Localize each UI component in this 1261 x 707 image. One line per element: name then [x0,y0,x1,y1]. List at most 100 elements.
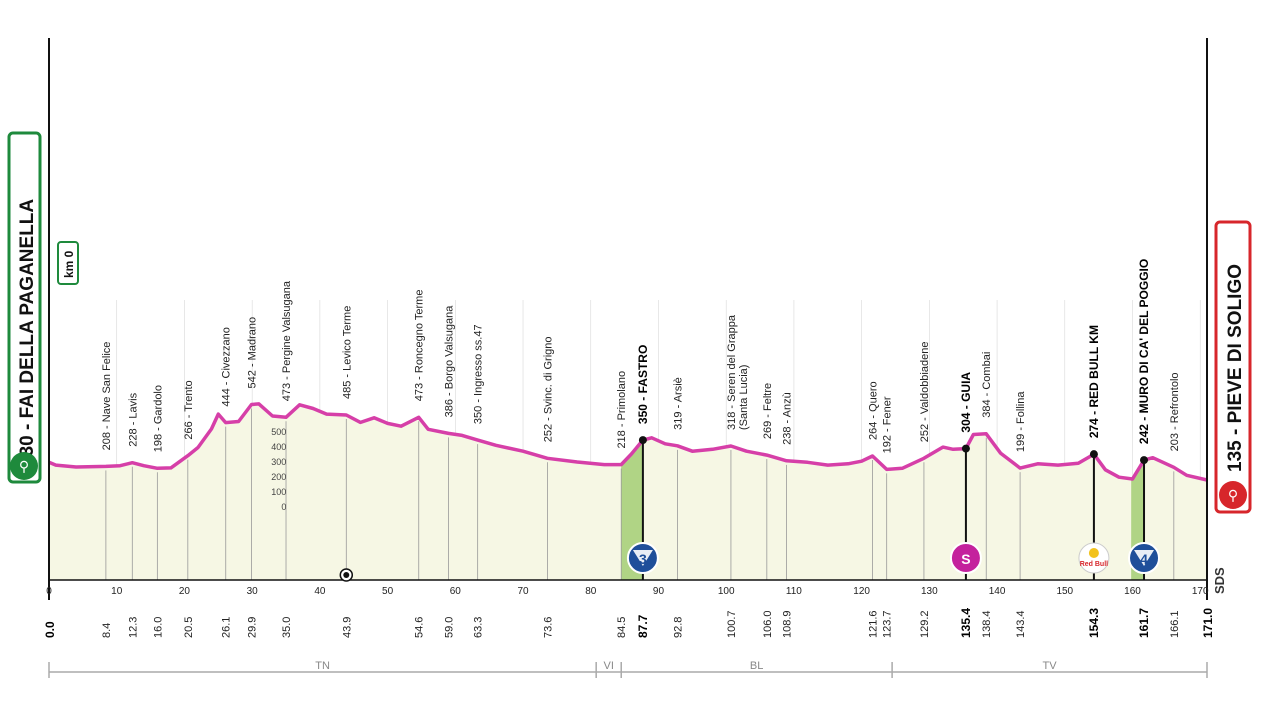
waypoint-km-label: 108.9 [781,610,793,638]
gpm-triangle [632,550,653,566]
start-badge: 230 - FAI DELLA PAGANELLA ⚲ [7,131,42,484]
waypoint-km-label: 63.3 [473,617,485,638]
waypoint-km-label: 100.7 [726,610,738,638]
waypoint-label: 198 - Gardolo [152,385,164,452]
elevation-tick-label: 100 [271,487,286,497]
waypoint-km-label: 87.7 [636,614,650,638]
sprint-marker [949,542,982,574]
finish-bike-glyph: ⚲ [1228,487,1238,503]
finish-badge-frame [1214,220,1252,514]
waypoint-label: 218 - Primolano [616,371,628,449]
waypoint-label: 203 - Refrontolo [1169,372,1181,451]
feed-zone-icon-center [343,572,350,578]
waypoint-km-label: 16.0 [152,617,164,638]
redbull-sun [1088,548,1099,558]
km0-frame [57,241,79,285]
x-tick-label: 120 [853,586,870,597]
x-tick-label: 150 [1056,586,1073,597]
waypoint-dot [961,444,970,453]
climb-markers: 3 S Red Bull 4 [339,542,1161,582]
region-label: TV [1043,660,1058,672]
region-label: TN [315,660,330,672]
x-tick-label: 0 [46,586,52,597]
waypoint-km-label: 84.5 [616,617,628,638]
waypoint-km-label: 54.6 [414,617,426,638]
x-tick-label: 90 [653,586,665,597]
start-km-label: 0.0 [43,621,57,638]
elevation-scale: 0 100 200 300 400 500 [271,427,286,512]
x-tick-label: 100 [718,586,735,597]
x-tick-label: 160 [1124,586,1141,597]
redbull-label: Red Bull [1080,561,1108,568]
waypoint-label: 238 - Anzù [781,392,793,445]
waypoint-km-label: 161.7 [1137,608,1151,638]
x-tick-label: 140 [989,586,1006,597]
x-tick-label: 80 [585,586,597,597]
waypoint-label: 350 - Ingresso ss.47 [473,324,485,424]
gpm-marker-label: 3 [639,551,647,567]
x-tick-label: 60 [450,586,462,597]
waypoint-label: 485 - Levico Terme [341,306,353,399]
waypoint-label: 264 - Quero [867,381,879,440]
elevation-tick-label: 500 [271,427,286,437]
waypoint-label: 208 - Nave San Felice [101,342,113,451]
finish-label: 135 - PIEVE DI SOLIGO [1225,264,1246,472]
waypoint-km-label: 138.4 [981,610,993,638]
waypoint-label: 473 - Pergine Valsugana [281,280,293,401]
waypoint-label: 386 - Borgo Valsugana [444,305,456,418]
waypoint-label: 228 - Lavis [127,392,139,446]
sds-logo: SDS [1212,567,1227,594]
region-bar: TN VI BL TV [48,660,1208,678]
waypoint-km-label: 73.6 [542,617,554,638]
waypoint-label: 269 - Feltre [762,383,774,439]
region-label: VI [603,660,613,672]
x-tick-label: 10 [111,586,123,597]
gpm-marker-label: 4 [1140,551,1148,567]
waypoint-km-label: 154.3 [1087,608,1101,638]
start-badge-frame [7,131,42,484]
waypoint-label: 319 - Arsiè [672,377,684,430]
waypoint-km-label: 8.4 [101,623,113,638]
finish-bike-icon [1219,481,1247,509]
start-bike-icon [10,452,38,480]
waypoint-km-label: 129.2 [919,610,931,638]
waypoint-km-label: 29.9 [246,617,258,638]
waypoint-label: 542 - Madrano [246,317,258,389]
waypoint-km-label: 121.6 [867,610,879,638]
gpm-triangle [1134,550,1155,566]
waypoint-label: 192 - Fener [882,396,894,453]
waypoint-km-label: 135.4 [959,608,973,638]
waypoint-dot [1089,450,1098,459]
waypoint-label: 318 - Seren del Grappa [726,314,738,430]
waypoint-label: 473 - Roncegno Terme [414,290,426,402]
waypoint-km-label: 59.0 [444,617,456,638]
waypoint-label-line2: (Santa Lucia) [738,365,750,430]
waypoint-label: 274 - RED BULL KM [1087,325,1101,438]
waypoint-label: 444 - Civezzano [221,327,233,407]
x-tick-label: 40 [314,586,326,597]
start-bike-glyph: ⚲ [19,458,29,474]
x-tick-label: 30 [247,586,259,597]
sprint-marker-label: S [961,551,970,567]
waypoint-km-label: 35.0 [281,617,293,638]
finish-badge: 135 - PIEVE DI SOLIGO ⚲ [1214,220,1252,514]
km0-label: km 0 [62,250,76,278]
waypoint-km-label: 166.1 [1169,610,1181,638]
x-tick-label: 20 [179,586,191,597]
waypoint-km-label: 20.5 [183,617,195,638]
elevation-line [48,402,1208,482]
elevation-tick-label: 400 [271,442,286,452]
waypoint-km-label: 123.7 [882,610,894,638]
waypoint-label: 350 - FASTRO [636,345,650,424]
waypoint-km-label: 143.4 [1015,610,1027,638]
waypoint-dot [1140,456,1149,465]
x-tick-label: 70 [517,586,529,597]
elevation-tick-label: 300 [271,457,286,467]
waypoint-km-label: 106.0 [762,610,774,638]
waypoint-km-label: 26.1 [221,617,233,638]
waypoint-km-label: 43.9 [341,617,353,638]
waypoint-label: 304 - GUIA [959,372,973,433]
x-tick-label: 110 [786,586,802,597]
x-tick-label: 50 [382,586,394,597]
